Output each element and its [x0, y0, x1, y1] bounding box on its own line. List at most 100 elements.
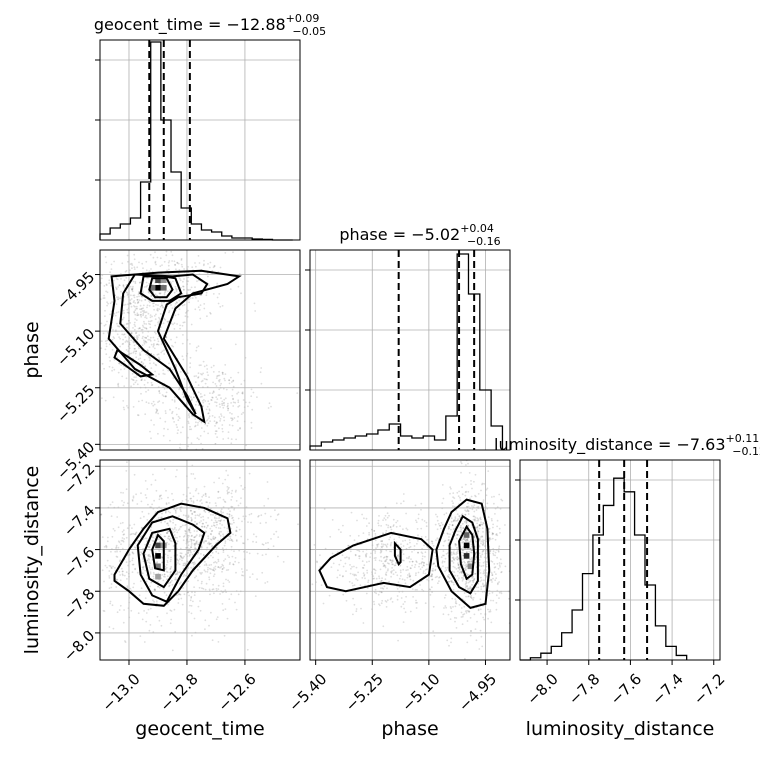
- sample-point: [260, 382, 263, 385]
- sample-point: [174, 302, 177, 305]
- sample-point: [200, 582, 203, 585]
- marginal-title-geocent_time: geocent_time = −12.88+0.09 −0.05: [94, 12, 326, 38]
- sample-point: [425, 521, 428, 524]
- sample-point: [457, 564, 460, 566]
- sample-point: [121, 500, 123, 502]
- sample-point: [218, 416, 221, 418]
- sample-point: [126, 527, 129, 530]
- sample-point: [498, 581, 500, 583]
- sample-point: [222, 438, 225, 440]
- sample-point: [133, 268, 136, 270]
- sample-point: [146, 559, 149, 562]
- sample-point: [182, 321, 185, 324]
- sample-point: [124, 303, 127, 306]
- sample-point: [466, 641, 469, 644]
- sample-point: [218, 517, 220, 520]
- sample-point: [123, 538, 126, 540]
- sample-point: [199, 534, 201, 536]
- sample-point: [147, 300, 150, 302]
- sample-point: [178, 417, 181, 420]
- sample-point: [169, 439, 171, 442]
- sample-point: [133, 523, 136, 526]
- sample-point: [441, 484, 444, 486]
- sample-point: [496, 534, 499, 537]
- contour-line: [148, 277, 174, 299]
- sample-point: [324, 547, 327, 550]
- sample-point: [136, 302, 139, 305]
- sample-point: [160, 301, 163, 304]
- sample-point: [167, 537, 169, 540]
- sample-point: [200, 380, 203, 383]
- sample-point: [148, 561, 150, 563]
- sample-point: [384, 543, 387, 546]
- sample-point: [226, 491, 229, 494]
- sample-point: [224, 478, 227, 481]
- sample-point: [227, 407, 230, 410]
- contour-line: [107, 269, 242, 424]
- sample-point: [190, 323, 193, 326]
- sample-point: [156, 307, 159, 310]
- sample-point: [162, 579, 165, 582]
- sample-point: [201, 546, 203, 548]
- sample-point: [355, 566, 358, 569]
- sample-point: [167, 524, 170, 527]
- sample-point: [161, 555, 163, 558]
- sample-point: [204, 511, 207, 513]
- sample-point: [116, 550, 118, 553]
- sample-point: [216, 398, 219, 400]
- sample-point: [228, 581, 231, 583]
- sample-point: [476, 517, 479, 519]
- sample-point: [217, 302, 220, 305]
- sample-point: [197, 255, 200, 257]
- sample-point: [173, 508, 176, 510]
- sample-point: [189, 550, 192, 553]
- sample-point: [492, 532, 495, 535]
- sample-point: [160, 521, 163, 524]
- sample-point: [139, 354, 141, 356]
- sample-point: [169, 288, 172, 291]
- sample-point: [368, 531, 370, 534]
- sample-point: [144, 480, 147, 482]
- frame-layer: [95, 39, 721, 665]
- sample-point: [203, 569, 206, 572]
- sample-point: [189, 366, 192, 369]
- sample-point: [189, 288, 192, 291]
- sample-point: [423, 564, 425, 567]
- sample-point: [153, 347, 156, 350]
- sample-point: [451, 524, 454, 526]
- sample-point: [179, 297, 182, 300]
- sample-point: [126, 308, 129, 311]
- sample-point: [480, 489, 482, 492]
- sample-point: [117, 311, 120, 313]
- sample-point: [442, 550, 445, 552]
- sample-point: [173, 322, 176, 325]
- sample-point: [112, 336, 115, 338]
- sample-point: [205, 564, 208, 567]
- sample-point: [254, 310, 257, 312]
- sample-point: [118, 284, 121, 287]
- sample-point: [139, 517, 142, 520]
- sample-point: [109, 302, 112, 305]
- sample-point: [144, 340, 147, 343]
- sample-point: [139, 553, 142, 556]
- sample-point: [441, 502, 444, 504]
- sample-point: [381, 587, 384, 589]
- sample-point: [213, 592, 215, 595]
- contour-line: [113, 502, 232, 607]
- sample-point: [165, 250, 168, 253]
- sample-point: [179, 593, 182, 596]
- sample-point: [145, 537, 148, 540]
- sample-point: [178, 388, 180, 391]
- sample-point: [261, 571, 264, 574]
- sample-point: [470, 543, 473, 546]
- sample-point: [126, 292, 129, 294]
- sample-point: [148, 270, 151, 272]
- sample-point: [207, 263, 209, 265]
- sample-point: [173, 534, 176, 536]
- sample-point: [156, 409, 159, 411]
- sample-point: [136, 314, 139, 317]
- sample-point: [475, 586, 478, 589]
- sample-point: [172, 345, 175, 348]
- sample-point: [188, 395, 191, 397]
- sample-point: [470, 551, 472, 554]
